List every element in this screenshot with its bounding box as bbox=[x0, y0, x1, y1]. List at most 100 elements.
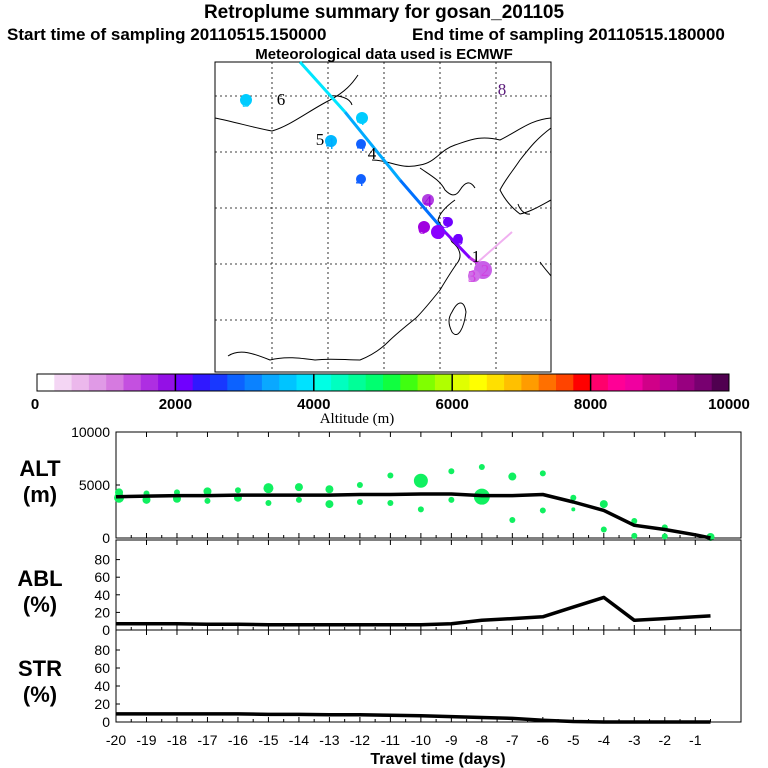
colorbar-swatch bbox=[244, 374, 263, 391]
trajectory-segment bbox=[298, 60, 347, 114]
colorbar-tick-label: 10000 bbox=[708, 396, 750, 413]
map-day-label: 3 bbox=[468, 267, 477, 286]
trajectory-segment bbox=[443, 230, 472, 260]
x-tick-label: -19 bbox=[136, 732, 156, 748]
map-day-label: 4 bbox=[357, 136, 366, 155]
alt-scatter-point bbox=[571, 507, 576, 512]
plume-blob bbox=[468, 270, 480, 282]
alt-scatter-point bbox=[539, 470, 546, 477]
plume-blob bbox=[356, 174, 366, 184]
colorbar-swatch bbox=[88, 374, 107, 391]
panel-frame bbox=[115, 431, 742, 539]
map-day-label: 6 bbox=[277, 90, 286, 109]
map-day-label: 5 bbox=[242, 92, 251, 111]
alt-scatter-point bbox=[325, 500, 334, 509]
map-day-label: 2 bbox=[481, 261, 490, 280]
colorbar-swatch bbox=[521, 374, 540, 391]
panel-ylabel-line2: (m) bbox=[23, 482, 57, 507]
x-tick-label: -7 bbox=[506, 732, 519, 748]
x-tick-label: -6 bbox=[537, 732, 550, 748]
plume-blob bbox=[240, 94, 252, 106]
colorbar-swatch bbox=[175, 374, 194, 391]
trajectory-lines bbox=[298, 60, 513, 270]
colorbar-swatch bbox=[452, 374, 470, 391]
map-day-label: 3 bbox=[455, 230, 464, 249]
colorbar-swatch bbox=[469, 374, 488, 391]
y-tick-label: 40 bbox=[94, 678, 110, 694]
colorbar-swatch bbox=[261, 374, 280, 391]
colorbar-swatch bbox=[573, 374, 592, 391]
colorbar-label: Altitude (m) bbox=[320, 411, 395, 427]
alt-scatter-point bbox=[448, 496, 455, 503]
series-line-str bbox=[116, 712, 711, 724]
alt-scatter-point bbox=[265, 500, 272, 507]
colorbar-swatch bbox=[227, 374, 246, 391]
y-tick-label: 5000 bbox=[79, 477, 110, 493]
colorbar-swatch bbox=[677, 374, 695, 391]
alt-scatter-point bbox=[508, 472, 517, 481]
y-tick-label: 60 bbox=[94, 660, 110, 676]
colorbar-swatch bbox=[37, 374, 55, 391]
alt-scatter-point bbox=[295, 496, 302, 503]
y-tick-label: 0 bbox=[102, 622, 110, 638]
colorbar-tick-label: 8000 bbox=[574, 396, 607, 413]
y-tick-label: 0 bbox=[102, 530, 110, 546]
plume-blob bbox=[453, 234, 463, 244]
alt-scatter-point bbox=[661, 533, 668, 540]
y-tick-label: 80 bbox=[94, 552, 110, 568]
y-tick-label: 10000 bbox=[71, 424, 110, 440]
alt-scatter-point bbox=[387, 472, 394, 479]
plume-blob bbox=[422, 194, 434, 206]
x-tick-label: -14 bbox=[289, 732, 309, 748]
alt-scatter-point bbox=[115, 488, 124, 497]
end-time-text: End time of sampling 20110515.180000 bbox=[412, 25, 725, 44]
x-tick-label: -3 bbox=[628, 732, 641, 748]
x-tick-label: -10 bbox=[411, 732, 431, 748]
x-tick-label: -12 bbox=[350, 732, 370, 748]
colorbar-swatch bbox=[383, 374, 401, 391]
alt-scatter-point bbox=[413, 473, 428, 488]
alt-scatter-point bbox=[599, 500, 608, 509]
y-tick-label: 40 bbox=[94, 587, 110, 603]
colorbar-swatch bbox=[296, 374, 315, 391]
x-tick-label: -1 bbox=[689, 732, 702, 748]
trajectory-segment bbox=[477, 231, 513, 263]
met-data-text: Meteorological data used is ECMWF bbox=[255, 46, 513, 63]
colorbar-swatch bbox=[123, 374, 142, 391]
x-tick-label: -9 bbox=[445, 732, 458, 748]
alt-scatter-point bbox=[203, 487, 212, 496]
x-tick-label: -16 bbox=[228, 732, 248, 748]
map-day-label: 5 bbox=[316, 130, 325, 149]
colorbar-swatch bbox=[192, 374, 211, 391]
colorbar-swatch bbox=[607, 374, 626, 391]
altitude-colorbar bbox=[36, 373, 730, 392]
plume-blob bbox=[325, 135, 337, 147]
alt-scatter-point bbox=[356, 498, 363, 505]
colorbar-tick-labels: 0 2000 4000 6000 8000 10000 bbox=[31, 374, 750, 413]
colorbar-swatch bbox=[590, 374, 609, 391]
map-plume-blobs bbox=[240, 94, 492, 282]
map-day-label: 8 bbox=[498, 80, 507, 99]
colorbar-swatch bbox=[140, 374, 159, 391]
colorbar-swatch bbox=[313, 374, 332, 391]
colorbar-tick-label: 2000 bbox=[159, 396, 192, 413]
alt-scatter-point bbox=[509, 516, 516, 523]
plume-blob bbox=[356, 112, 368, 124]
colorbar-swatch bbox=[625, 374, 643, 391]
colorbar-swatch bbox=[279, 374, 297, 391]
x-tick-label: -11 bbox=[381, 732, 400, 748]
alt-scatter-point bbox=[600, 526, 607, 533]
series-line-abl bbox=[116, 595, 711, 627]
y-tick-label: 20 bbox=[94, 696, 110, 712]
x-tick-label: -17 bbox=[197, 732, 217, 748]
plume-blob bbox=[356, 139, 366, 149]
map-day-label: 6 bbox=[418, 219, 427, 238]
alt-scatter-point bbox=[631, 532, 638, 539]
alt-scatter-point bbox=[204, 497, 211, 504]
trajectory-segment bbox=[343, 111, 402, 181]
alt-scatter-point bbox=[570, 494, 577, 501]
colorbar-swatch bbox=[158, 374, 176, 391]
panel-ylabel-line2: (%) bbox=[23, 682, 57, 707]
